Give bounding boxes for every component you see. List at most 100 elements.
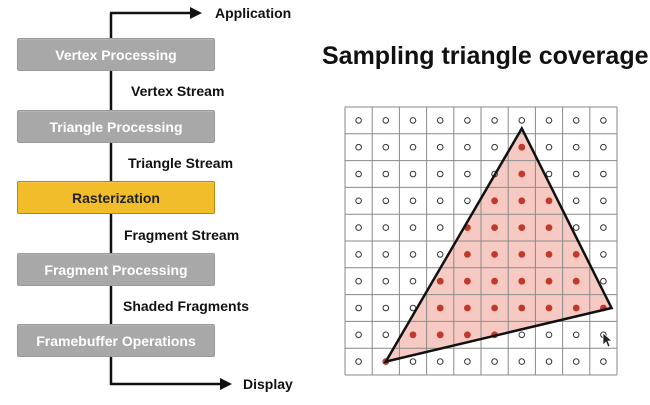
sample-point <box>464 170 471 178</box>
sample-point <box>409 277 417 285</box>
sample-point <box>436 170 444 178</box>
sample-point <box>464 197 471 205</box>
sample-point <box>600 197 607 205</box>
sample-point <box>518 117 526 124</box>
sample-point <box>382 224 390 231</box>
covered-sample-point <box>572 277 580 285</box>
sample-point <box>382 304 390 312</box>
sample-point <box>600 117 607 124</box>
sample-point <box>436 224 444 231</box>
stage-framebuffer-operations: Framebuffer Operations <box>17 324 215 357</box>
triangle-outline <box>383 125 614 364</box>
stream-label-shaded: Shaded Fragments <box>123 298 250 314</box>
sample-point <box>382 251 390 258</box>
sample-point <box>572 197 580 205</box>
covered-sample-point <box>572 304 580 312</box>
covered-sample-point <box>518 304 526 312</box>
covered-sample-point <box>464 277 471 285</box>
covered-sample-point <box>491 224 498 232</box>
covered-sample-point <box>464 331 471 339</box>
sample-point <box>600 224 607 231</box>
sample-point <box>355 224 362 231</box>
covered-sample-point <box>518 170 526 178</box>
covered-sample-point <box>409 331 417 339</box>
sample-point <box>518 331 526 339</box>
sample-point <box>491 117 498 124</box>
covered-sample-point <box>518 224 526 232</box>
covered-sample-point <box>464 304 471 312</box>
sample-point <box>409 170 417 178</box>
covered-sample-point <box>545 224 553 232</box>
sample-point <box>382 331 390 339</box>
sample-point <box>600 358 607 365</box>
covered-sample-point <box>545 304 553 312</box>
covered-sample-point <box>518 277 526 285</box>
sample-point <box>572 358 580 365</box>
covered-sample-point <box>436 331 444 339</box>
covered-sample-point <box>464 251 471 258</box>
covered-sample-point <box>518 143 526 151</box>
sample-point <box>545 117 553 124</box>
sample-point <box>409 143 417 151</box>
sample-point <box>355 277 362 285</box>
covered-sample-point <box>491 197 498 205</box>
sample-point <box>436 358 444 365</box>
sample-point <box>355 304 362 312</box>
sample-point <box>464 358 471 365</box>
sample-point <box>572 170 580 178</box>
triangle-fill <box>385 128 612 362</box>
sample-point <box>600 277 607 285</box>
sample-point <box>436 197 444 205</box>
stream-label-fragment: Fragment Stream <box>124 227 240 243</box>
sample-point <box>572 117 580 124</box>
stage-vertex-processing: Vertex Processing <box>17 38 215 71</box>
sample-point <box>436 117 444 124</box>
sample-point <box>355 251 362 258</box>
covered-sample-point <box>436 304 444 312</box>
covered-sample-point <box>491 277 498 285</box>
covered-sample-point <box>491 304 498 312</box>
sample-point <box>600 170 607 178</box>
sample-point <box>491 358 498 365</box>
covered-sample-point <box>572 251 580 258</box>
sample-point <box>545 331 553 339</box>
sample-point <box>464 117 471 124</box>
sample-point <box>355 143 362 151</box>
sample-point <box>464 143 471 151</box>
stream-label-vertex: Vertex Stream <box>131 83 225 99</box>
sample-point <box>409 251 417 258</box>
sample-point <box>382 170 390 178</box>
sample-point <box>518 358 526 365</box>
covered-sample-point <box>545 197 553 205</box>
sample-point <box>382 197 390 205</box>
sample-point <box>572 143 580 151</box>
sample-point <box>409 358 417 365</box>
sample-point <box>382 277 390 285</box>
cursor-icon <box>602 332 613 348</box>
sample-point <box>355 170 362 178</box>
sample-point <box>436 251 444 258</box>
stage-fragment-processing: Fragment Processing <box>17 253 215 286</box>
covered-sample-point <box>518 197 526 205</box>
covered-sample-point <box>545 251 553 258</box>
stage-rasterization: Rasterization <box>17 181 215 214</box>
sample-point <box>572 331 580 339</box>
sample-point <box>600 251 607 258</box>
grid-title: Sampling triangle coverage <box>322 42 649 70</box>
stage-triangle-processing: Triangle Processing <box>17 110 215 143</box>
sample-point <box>355 331 362 339</box>
covered-sample-point <box>491 251 498 258</box>
arrow-right-icon <box>190 7 202 19</box>
covered-sample-point <box>545 277 553 285</box>
sample-point <box>409 224 417 231</box>
application-label: Application <box>215 5 292 21</box>
sample-point <box>545 170 553 178</box>
covered-sample-point <box>518 251 526 258</box>
sample-point <box>600 143 607 151</box>
sample-point <box>545 358 553 365</box>
sample-point <box>382 143 390 151</box>
sample-point <box>572 224 580 231</box>
sample-point <box>545 143 553 151</box>
stream-label-triangle: Triangle Stream <box>128 155 234 171</box>
sample-point <box>409 117 417 124</box>
